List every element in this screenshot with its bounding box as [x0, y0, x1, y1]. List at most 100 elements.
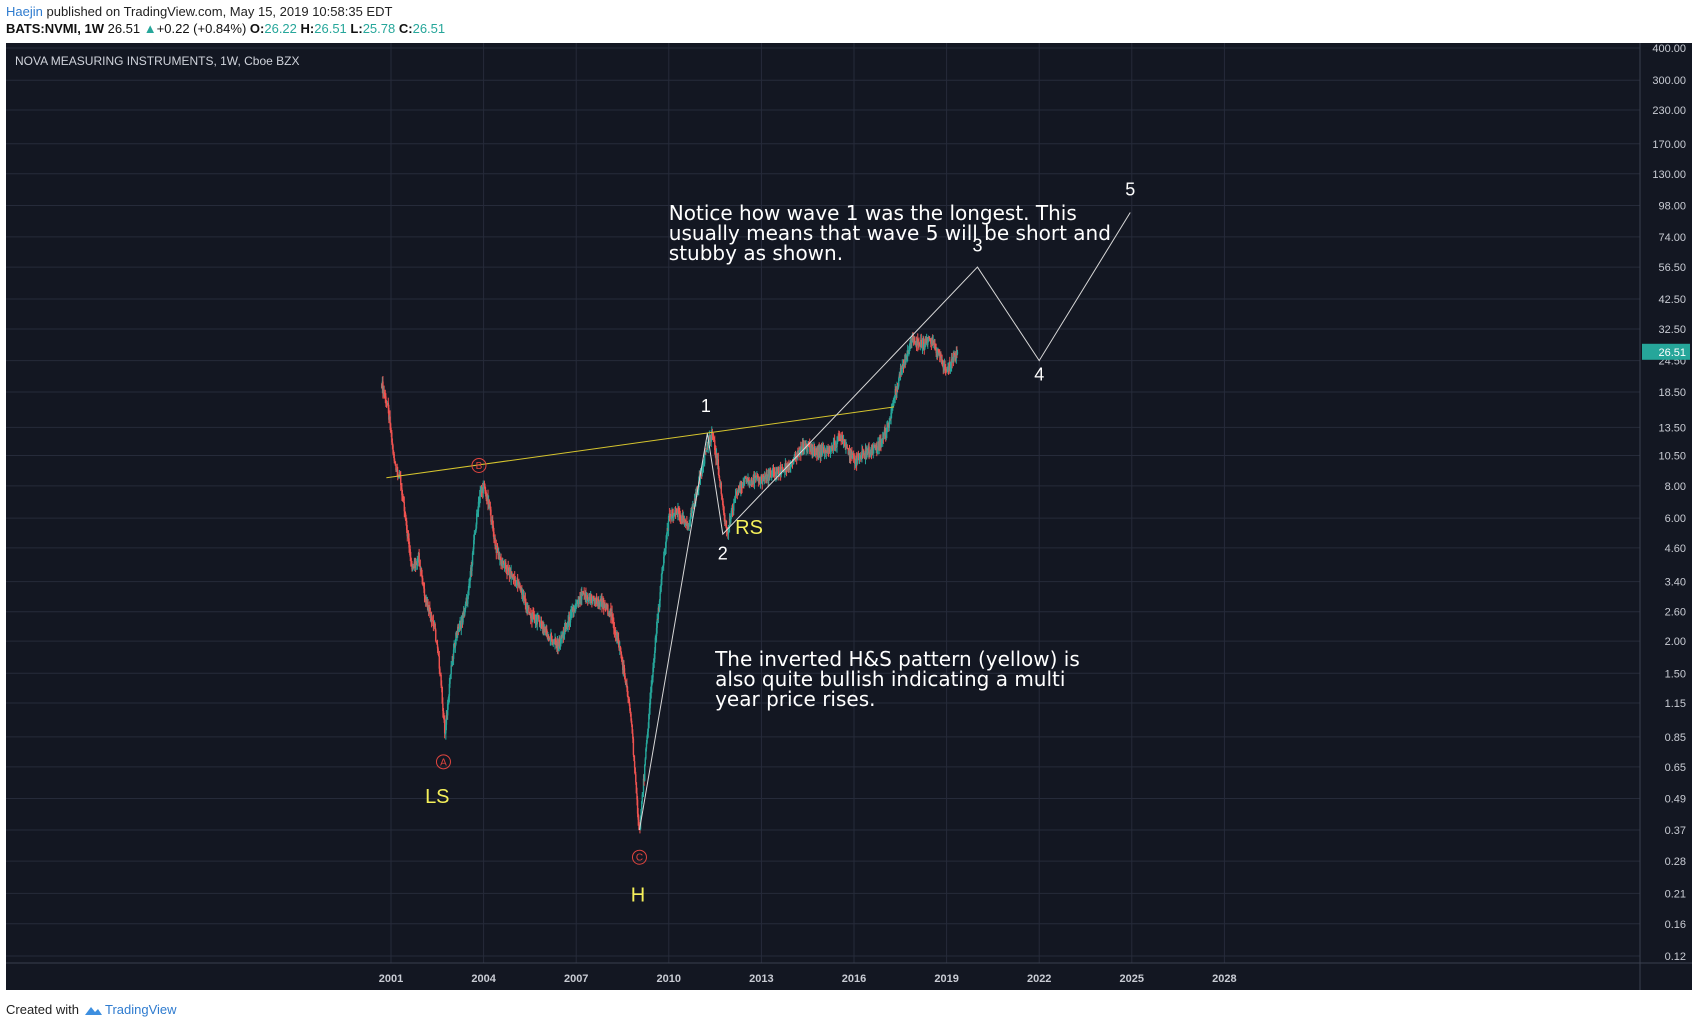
- candle: [845, 439, 847, 454]
- candle-body: [574, 605, 576, 611]
- candle-body: [398, 476, 400, 478]
- candle-body: [436, 641, 438, 645]
- candle-body: [627, 697, 630, 699]
- candle-body: [856, 459, 858, 465]
- candle: [671, 507, 673, 522]
- candle-body: [432, 621, 435, 625]
- candle-body: [645, 742, 648, 749]
- candle-body: [793, 457, 795, 459]
- candle-body: [429, 612, 432, 618]
- candle-body: [502, 560, 505, 564]
- author-link[interactable]: Haejin: [6, 4, 43, 19]
- candle-body: [794, 454, 797, 458]
- candle-body: [434, 623, 436, 630]
- candle-body: [447, 702, 449, 704]
- candle: [803, 440, 805, 455]
- candle: [414, 557, 416, 569]
- candle-body: [618, 641, 620, 650]
- candle-body: [781, 466, 783, 472]
- price-tick-label: 18.50: [1658, 387, 1686, 399]
- candle: [397, 466, 399, 481]
- candle: [895, 386, 897, 396]
- candle-body: [713, 437, 715, 441]
- time-tick-label: 2007: [564, 973, 588, 985]
- candle-body: [414, 561, 416, 565]
- time-tick-label: 2016: [842, 973, 866, 985]
- candle: [898, 376, 900, 388]
- candle-body: [401, 488, 403, 496]
- candle-body: [648, 708, 651, 715]
- tradingview-link[interactable]: TradingView: [104, 1002, 177, 1017]
- candle: [638, 814, 640, 831]
- published-text: published on TradingView.com, May 15, 20…: [46, 4, 393, 19]
- candle: [909, 340, 911, 352]
- candle: [619, 645, 622, 652]
- candle-body: [658, 600, 661, 611]
- candle-body: [419, 565, 422, 570]
- time-axis[interactable]: 2001 2004 2007 2010 2013 2016 2019 2022 2025 2028: [6, 962, 1692, 985]
- candle-body: [528, 607, 530, 613]
- candle: [950, 352, 953, 372]
- candle-body: [933, 340, 935, 346]
- price-tick-label: 8.00: [1665, 481, 1686, 493]
- candle-body: [688, 523, 690, 527]
- candle-body: [930, 341, 932, 344]
- candle-body: [636, 793, 638, 800]
- candle-body: [914, 337, 916, 344]
- price-tag-text: 26.51: [1658, 347, 1686, 359]
- candle-body: [568, 616, 571, 625]
- annotation-line: usually means that wave 5 will be short …: [669, 221, 1111, 245]
- candle: [419, 562, 421, 566]
- candle: [493, 527, 495, 544]
- candle-body: [741, 482, 744, 488]
- candle-body: [824, 451, 826, 453]
- candle-body: [701, 468, 703, 475]
- candle-body: [788, 465, 790, 467]
- candle: [401, 490, 404, 502]
- candle-body: [781, 466, 784, 468]
- candle: [889, 416, 891, 425]
- candle-body: [546, 633, 549, 637]
- candle-body: [949, 367, 952, 369]
- candle: [766, 469, 768, 484]
- candle-body: [893, 397, 896, 400]
- candle-body: [871, 445, 874, 454]
- candle-body: [514, 580, 516, 582]
- candle-body: [817, 447, 820, 457]
- candle-body: [654, 637, 657, 651]
- candle-body: [757, 475, 759, 480]
- candle-body: [551, 641, 554, 644]
- candle-body: [541, 622, 543, 627]
- candle-body: [883, 432, 885, 439]
- price-axis[interactable]: 400.00 300.00 230.00 170.00 130.00 98.00 74.00…: [1639, 43, 1690, 990]
- candle: [508, 567, 510, 572]
- candle: [487, 489, 489, 511]
- candle-body: [872, 449, 874, 454]
- marker-circle: [471, 457, 487, 473]
- candle-body: [890, 408, 893, 413]
- candle-body: [640, 809, 642, 817]
- candle-body: [429, 607, 431, 613]
- candle-body: [937, 349, 940, 352]
- candle: [622, 657, 624, 675]
- candle-body: [527, 607, 529, 610]
- candle-body: [385, 396, 387, 404]
- candle: [725, 520, 728, 537]
- candle: [924, 343, 926, 351]
- candle-body: [512, 575, 514, 578]
- candle: [416, 555, 419, 570]
- marker-letter: A: [440, 757, 447, 768]
- candle: [703, 463, 705, 466]
- candle: [432, 614, 435, 632]
- candle: [949, 356, 951, 374]
- candle-body: [518, 581, 520, 586]
- candle: [943, 360, 945, 373]
- candle-body: [385, 403, 388, 405]
- candle: [848, 444, 851, 464]
- price-tick-label: 0.21: [1665, 888, 1686, 900]
- candle-body: [420, 568, 423, 576]
- candle-body: [528, 612, 531, 615]
- high-value: 26.51: [314, 21, 347, 36]
- candle-body: [508, 568, 510, 572]
